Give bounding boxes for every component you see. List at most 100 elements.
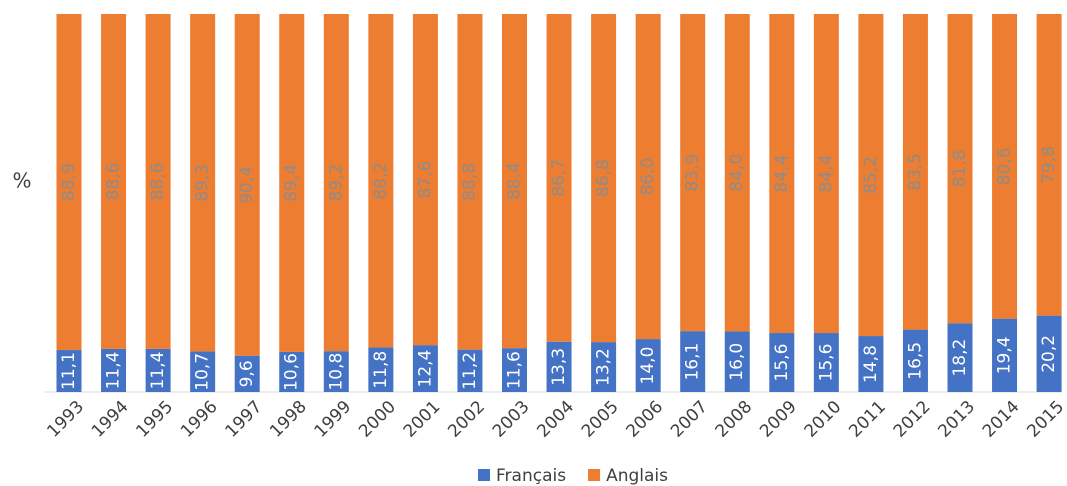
data-label: 20,2 [1039,335,1059,373]
bar-segment [635,339,661,392]
data-label: 11,2 [460,352,480,390]
x-tick-label: 2014 [979,397,1024,442]
bar-segment [813,333,839,392]
data-label: 10,7 [193,353,213,391]
bar-segment [947,323,973,392]
bar-segment [190,14,216,352]
data-label: 19,4 [995,336,1015,374]
bar-segment [145,348,171,392]
data-label: 81,8 [950,150,970,188]
data-label: 88,2 [371,162,391,200]
x-tick-label: 2001 [400,397,445,442]
bar-segment [101,14,127,349]
bar-segment [902,14,928,330]
data-label: 11,4 [148,352,168,390]
x-tick-label: 1996 [177,397,222,442]
data-label: 86,8 [594,159,614,197]
x-tick-label: 2006 [622,397,667,442]
x-tick-label: 1999 [311,397,356,442]
data-label: 14,8 [861,345,881,383]
legend-swatch [588,469,601,481]
x-tick-label: 2007 [667,397,712,442]
x-tick-label: 1994 [88,397,133,442]
bar-segment [279,14,305,352]
y-axis-label: % [12,169,31,193]
x-tick-label: 1993 [43,397,88,442]
bar-segment [502,348,527,392]
data-label: 88,8 [460,163,480,201]
data-label: 11,1 [59,352,79,390]
legend-label: Français [496,466,566,486]
data-label: 88,6 [104,163,124,201]
data-label: 13,2 [594,348,614,386]
bar-segment [457,14,483,350]
x-tick-label: 2008 [712,397,757,442]
data-label: 11,4 [104,352,124,390]
data-label: 88,6 [148,163,168,201]
bar-segment [858,336,884,392]
data-label: 90,4 [237,166,257,204]
data-label: 89,2 [326,164,346,202]
bar-segment [190,351,216,392]
bar-segment [234,355,260,392]
data-label: 84,4 [816,155,836,193]
data-label: 86,7 [549,159,569,197]
data-label: 89,3 [193,164,213,202]
bar-segment [279,351,305,392]
data-label: 10,6 [282,353,302,391]
bar-segment [769,333,795,392]
data-label: 79,8 [1039,146,1059,184]
bar-segment [992,318,1018,392]
x-tick-label: 2005 [578,397,623,442]
data-label: 83,9 [683,154,703,192]
bar-segment [101,348,127,392]
x-tick-label: 2011 [845,397,890,442]
data-label: 89,4 [282,164,302,202]
x-tick-label: 2003 [489,397,534,442]
bar-segment [368,14,394,348]
data-label: 11,6 [505,351,525,389]
bar-segment [591,342,617,392]
bar-segment [902,329,928,392]
x-tick-label: 2012 [890,397,935,442]
x-tick-label: 2013 [934,397,979,442]
x-tick-label: 2010 [801,397,846,442]
bar-segment [56,350,82,392]
legend-swatch [478,469,490,481]
data-label: 88,9 [59,163,79,201]
data-label: 16,0 [727,343,747,381]
bar-segment [724,331,750,392]
bar-segment [323,351,349,392]
data-label: 86,0 [638,158,658,196]
bar-segment [546,14,572,342]
bar-segment [368,347,394,392]
legend-label: Anglais [606,466,668,486]
x-tick-label: 2004 [533,397,578,442]
x-tick-label: 2009 [756,397,801,442]
x-tick-label: 1995 [132,397,177,442]
data-label: 11,8 [371,351,391,389]
bar-segment [1036,315,1062,392]
bar-segment [546,341,572,392]
bar-segment [412,345,438,392]
data-label: 87,6 [415,161,435,199]
data-label: 15,6 [772,344,792,382]
bar-segment [680,331,706,392]
data-label: 83,5 [905,153,925,191]
bar-segment [323,14,349,352]
x-tick-label: 1997 [222,397,267,442]
data-label: 12,4 [415,350,435,388]
data-label: 9,6 [237,360,257,387]
bar-segment [1036,14,1062,316]
bar-segment [947,14,973,324]
x-tick-label: 1998 [266,397,311,442]
data-label: 16,1 [683,343,703,381]
data-label: 10,8 [326,353,346,391]
bar-segment [635,14,661,340]
data-label: 85,2 [861,156,881,194]
data-label: 88,4 [505,162,525,200]
data-label: 80,6 [995,147,1015,185]
bar-segment [813,14,839,334]
bar-segment [858,14,884,337]
